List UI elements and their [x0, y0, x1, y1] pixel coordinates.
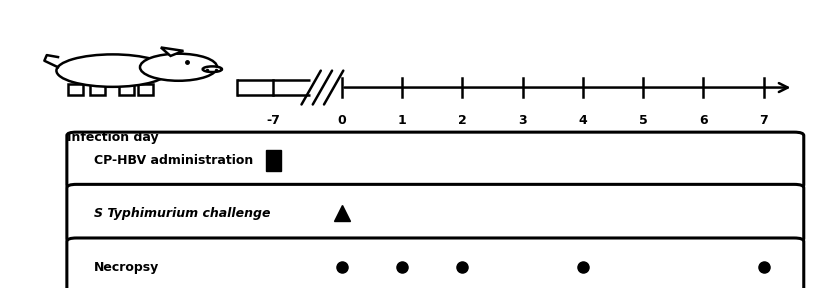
Text: -7: -7	[266, 114, 280, 127]
Bar	[119, 84, 133, 94]
Text: 0: 0	[337, 114, 346, 127]
Text: Infection day: Infection day	[67, 131, 158, 144]
Text: S Typhimurium challenge: S Typhimurium challenge	[94, 207, 270, 220]
FancyBboxPatch shape	[67, 184, 803, 242]
Polygon shape	[161, 48, 183, 56]
Text: 4: 4	[577, 114, 586, 127]
Text: 1: 1	[397, 114, 406, 127]
Bar	[138, 84, 152, 94]
Text: 7: 7	[758, 114, 767, 127]
Circle shape	[140, 54, 217, 81]
Bar	[69, 84, 83, 94]
FancyBboxPatch shape	[67, 238, 803, 288]
Ellipse shape	[202, 67, 222, 72]
Text: 6: 6	[698, 114, 707, 127]
Text: 3: 3	[518, 114, 526, 127]
FancyBboxPatch shape	[67, 132, 803, 188]
Bar	[266, 150, 280, 171]
Text: 5: 5	[638, 114, 647, 127]
Ellipse shape	[57, 54, 169, 87]
Text: CP-HBV administration: CP-HBV administration	[94, 154, 253, 167]
Text: 2: 2	[457, 114, 466, 127]
Text: Necropsy: Necropsy	[94, 261, 159, 274]
Bar	[90, 84, 105, 94]
